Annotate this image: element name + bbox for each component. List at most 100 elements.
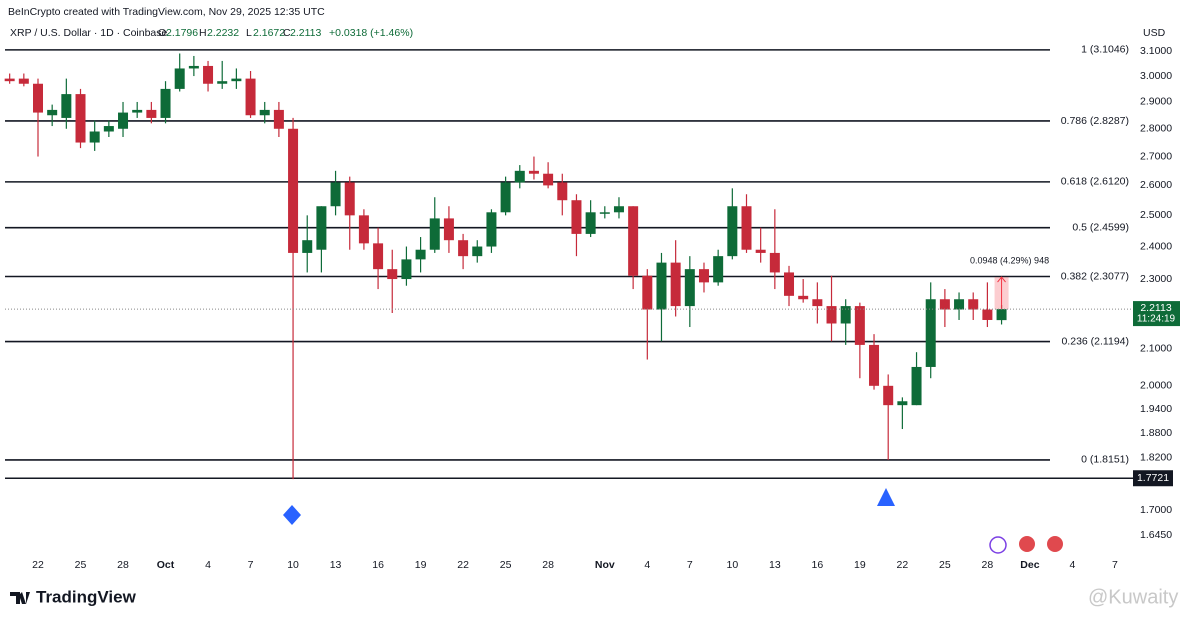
candle-body bbox=[670, 262, 681, 307]
candle-body bbox=[840, 306, 851, 324]
event-icons bbox=[989, 536, 1063, 554]
x-tick-label: 19 bbox=[854, 559, 866, 571]
logo-text: TradingView bbox=[36, 587, 137, 606]
candle-body bbox=[571, 200, 582, 234]
candle-body bbox=[500, 182, 511, 213]
candle-body bbox=[528, 170, 539, 174]
x-tick-label: 7 bbox=[248, 559, 254, 571]
candle-body bbox=[713, 256, 724, 283]
y-tick-label: 1.6450 bbox=[1140, 529, 1172, 541]
candle-body bbox=[543, 173, 554, 186]
candle-body bbox=[939, 299, 950, 310]
price-line-label-bg bbox=[1133, 470, 1173, 487]
candle-body bbox=[217, 81, 228, 84]
candle-body bbox=[373, 243, 384, 270]
x-tick-label: 4 bbox=[1069, 559, 1075, 571]
fib-label: 0.786 (2.8287) bbox=[1061, 115, 1129, 127]
y-tick-label: 2.0000 bbox=[1140, 380, 1172, 392]
x-tick-label: 16 bbox=[812, 559, 824, 571]
candle-body bbox=[897, 401, 908, 406]
candle-body bbox=[954, 299, 965, 310]
candle-body bbox=[33, 83, 43, 113]
ohlc-label: O bbox=[158, 27, 166, 39]
candle-body bbox=[911, 366, 922, 406]
event-icon bbox=[1047, 536, 1063, 552]
change: +0.0318 (+1.46%) bbox=[329, 27, 413, 39]
fib-label: 0 (1.8151) bbox=[1081, 454, 1129, 466]
candle-body bbox=[613, 206, 624, 213]
candle-body bbox=[557, 182, 568, 201]
fib-label: 0.236 (2.1194) bbox=[1061, 335, 1129, 347]
logo-icon bbox=[10, 592, 30, 604]
y-tick-label: 1.8200 bbox=[1140, 452, 1172, 464]
candle-body bbox=[628, 206, 639, 276]
candle-body bbox=[812, 299, 823, 307]
candle-body bbox=[925, 299, 936, 367]
y-tick-label: 2.8000 bbox=[1140, 123, 1172, 135]
candle-body bbox=[826, 306, 837, 324]
y-tick-label: 2.5000 bbox=[1140, 209, 1172, 221]
logo: TradingView bbox=[10, 587, 137, 606]
candle-body bbox=[358, 215, 369, 244]
candle-body bbox=[89, 131, 100, 143]
candle-body bbox=[146, 109, 157, 118]
candle-body bbox=[288, 128, 299, 253]
candle-body bbox=[684, 269, 695, 307]
countdown: 11:24:19 bbox=[1137, 314, 1176, 325]
candle-body bbox=[302, 240, 313, 253]
candle-body bbox=[514, 170, 525, 183]
x-tick-label: 13 bbox=[769, 559, 781, 571]
ohlc-value: 2.1796 bbox=[166, 27, 198, 39]
fib-label: 0.382 (2.3077) bbox=[1061, 270, 1129, 282]
current-price-bg bbox=[1133, 301, 1180, 327]
x-tick-label: 28 bbox=[542, 559, 554, 571]
x-tick-label: 10 bbox=[287, 559, 299, 571]
ohlc-label: C bbox=[283, 27, 291, 39]
marker-arrow bbox=[283, 505, 301, 525]
ohlc-value: 2.1672 bbox=[253, 27, 285, 39]
candle-body bbox=[273, 109, 284, 129]
candle-body bbox=[4, 78, 15, 82]
candle-body bbox=[727, 206, 738, 257]
candle-body bbox=[996, 309, 1007, 321]
candle-body bbox=[429, 218, 440, 250]
candle-body bbox=[330, 182, 341, 207]
candle-body bbox=[869, 344, 880, 386]
y-tick-label: 2.7000 bbox=[1140, 150, 1172, 162]
symbol: XRP / U.S. Dollar · 1D · Coinbase bbox=[10, 27, 168, 39]
candle-body bbox=[75, 94, 86, 143]
ohlc-value: 2.2232 bbox=[207, 27, 239, 39]
candle-body bbox=[245, 78, 256, 116]
x-tick-label: 25 bbox=[939, 559, 951, 571]
event-icon bbox=[1019, 536, 1035, 552]
x-tick-label: 22 bbox=[897, 559, 909, 571]
candle-body bbox=[982, 309, 993, 320]
candle-body bbox=[18, 78, 29, 84]
fib-label: 0.5 (2.4599) bbox=[1072, 221, 1129, 233]
ohlc-label: H bbox=[199, 27, 207, 39]
x-tick-label: Dec bbox=[1020, 559, 1039, 571]
candle-body bbox=[103, 126, 114, 132]
x-tick-label: 22 bbox=[32, 559, 44, 571]
x-tick-label: 7 bbox=[687, 559, 693, 571]
candle-body bbox=[415, 249, 426, 260]
y-tick-label: 1.7000 bbox=[1140, 504, 1172, 516]
price-line-label: 1.7721 bbox=[1137, 472, 1169, 484]
candle-body bbox=[968, 299, 979, 310]
x-tick-label: 4 bbox=[644, 559, 650, 571]
candle-body bbox=[231, 78, 242, 82]
x-tick-label: 7 bbox=[1112, 559, 1118, 571]
y-tick-label: 3.0000 bbox=[1140, 70, 1172, 82]
candle-body bbox=[854, 306, 865, 345]
candle-body bbox=[883, 385, 894, 406]
marker-arrow bbox=[877, 488, 895, 506]
candle-body bbox=[656, 262, 667, 310]
candle-body bbox=[798, 295, 809, 300]
current-price-label: 2.2113 bbox=[1140, 302, 1171, 314]
candle-body bbox=[698, 269, 709, 283]
candle-body bbox=[472, 246, 483, 257]
candle-body bbox=[458, 240, 469, 257]
x-tick-label: 13 bbox=[330, 559, 342, 571]
